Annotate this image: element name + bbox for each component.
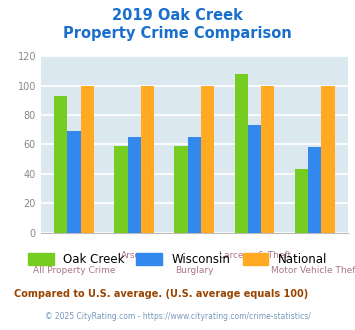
Bar	[235, 74, 248, 233]
Bar	[248, 125, 261, 233]
Bar	[127, 137, 141, 233]
Bar	[54, 96, 67, 233]
Bar	[188, 137, 201, 233]
Bar	[114, 146, 127, 233]
Bar	[201, 85, 214, 233]
Bar	[295, 169, 308, 233]
Bar	[308, 147, 321, 233]
Bar	[175, 146, 188, 233]
Text: Arson: Arson	[121, 251, 147, 260]
Text: Burglary: Burglary	[175, 266, 214, 275]
Text: Larceny & Theft: Larceny & Theft	[219, 251, 291, 260]
Text: Compared to U.S. average. (U.S. average equals 100): Compared to U.S. average. (U.S. average …	[14, 289, 308, 299]
Bar	[67, 131, 81, 233]
Text: © 2025 CityRating.com - https://www.cityrating.com/crime-statistics/: © 2025 CityRating.com - https://www.city…	[45, 312, 310, 321]
Bar	[261, 85, 274, 233]
Text: 2019 Oak Creek: 2019 Oak Creek	[112, 8, 243, 23]
Legend: Oak Creek, Wisconsin, National: Oak Creek, Wisconsin, National	[23, 248, 332, 271]
Text: All Property Crime: All Property Crime	[33, 266, 115, 275]
Text: Property Crime Comparison: Property Crime Comparison	[63, 26, 292, 41]
Bar	[141, 85, 154, 233]
Bar	[321, 85, 335, 233]
Text: Motor Vehicle Theft: Motor Vehicle Theft	[271, 266, 355, 275]
Bar	[81, 85, 94, 233]
